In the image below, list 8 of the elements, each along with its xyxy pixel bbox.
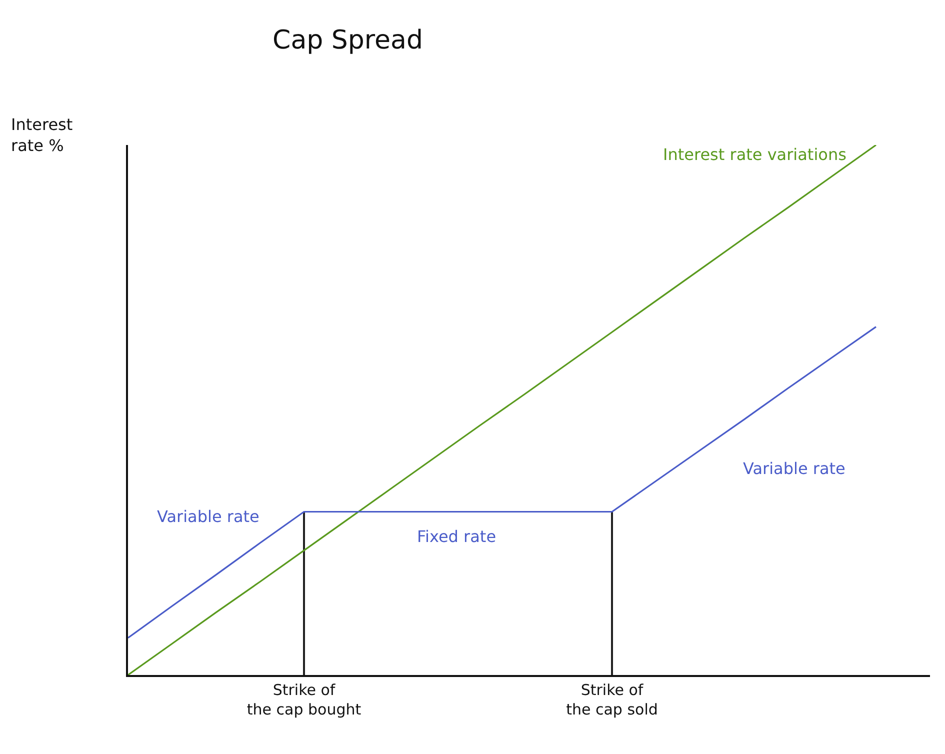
annotation: Variable rate <box>743 459 846 478</box>
chart-title: Cap Spread <box>272 25 423 56</box>
annotation: Fixed rate <box>417 527 496 546</box>
annotation: Variable rate <box>157 507 260 526</box>
series-label: Interest rate variations <box>663 145 846 164</box>
y-axis-title: Interest rate % <box>11 115 73 155</box>
x-tick-label: Strike of the cap bought <box>246 680 362 718</box>
x-tick-label: Strike of the cap sold <box>566 680 658 718</box>
